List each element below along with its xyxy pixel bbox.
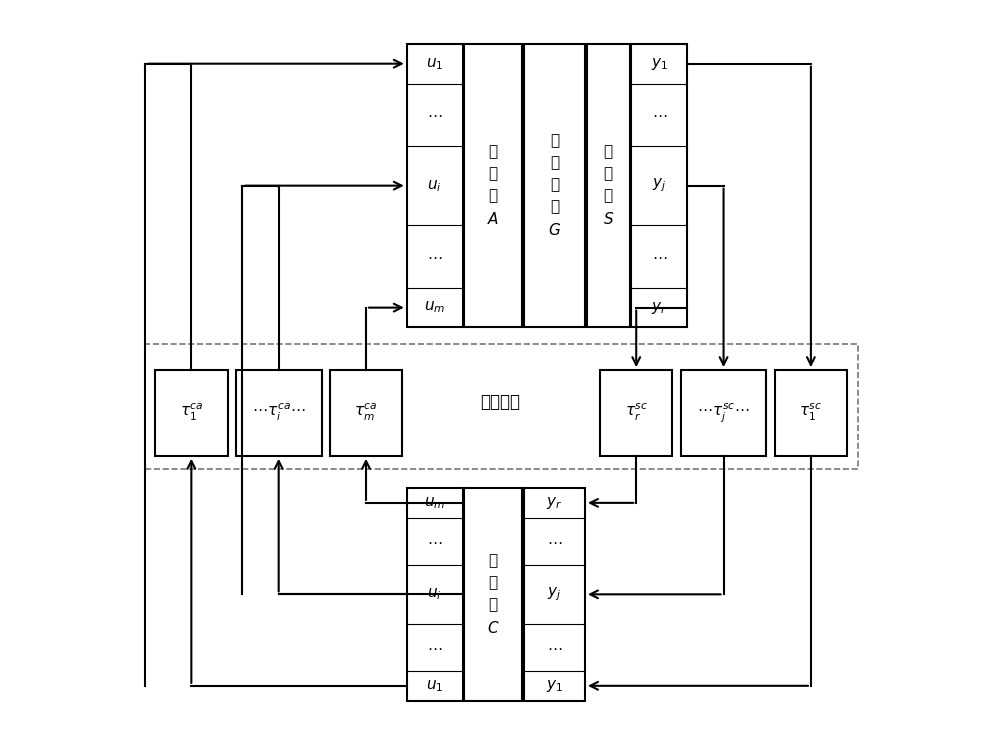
Text: $\tau_m^{ca}$: $\tau_m^{ca}$	[354, 402, 378, 423]
Bar	[524, 488, 585, 701]
Bar	[407, 44, 463, 327]
Bar	[524, 44, 585, 327]
Bar	[236, 370, 322, 456]
Bar	[407, 488, 463, 701]
Text: $u_m$: $u_m$	[424, 300, 445, 316]
Text: $\cdots$: $\cdots$	[427, 640, 442, 655]
Bar	[775, 370, 847, 456]
Text: $\cdots$: $\cdots$	[652, 249, 667, 264]
Text: $u_i$: $u_i$	[427, 587, 442, 602]
Text: 执
行
器
$A$: 执 行 器 $A$	[487, 144, 499, 227]
Bar	[464, 44, 522, 327]
Text: $y_j$: $y_j$	[547, 586, 562, 603]
Text: $\cdots$: $\cdots$	[427, 108, 442, 123]
Text: $\cdots\tau_i^{ca}\cdots$: $\cdots\tau_i^{ca}\cdots$	[252, 402, 305, 423]
Text: $u_i$: $u_i$	[427, 177, 442, 193]
Text: $\cdots$: $\cdots$	[652, 108, 667, 123]
Bar	[155, 370, 228, 456]
Text: $\cdots$: $\cdots$	[427, 249, 442, 264]
Text: $\cdots$: $\cdots$	[547, 640, 562, 655]
Text: 被
控
对
象
$G$: 被 控 对 象 $G$	[548, 133, 561, 238]
Bar	[145, 344, 858, 469]
Bar	[681, 370, 766, 456]
Text: $y_r$: $y_r$	[651, 299, 668, 316]
Text: $y_j$: $y_j$	[652, 177, 667, 195]
Text: $\tau_r^{sc}$: $\tau_r^{sc}$	[625, 402, 648, 423]
Text: $\cdots\tau_j^{sc}\cdots$: $\cdots\tau_j^{sc}\cdots$	[697, 402, 750, 424]
Bar	[600, 370, 672, 456]
Text: 控
制
器
$C$: 控 制 器 $C$	[487, 553, 500, 636]
Text: $y_1$: $y_1$	[546, 678, 563, 694]
Text: $\cdots$: $\cdots$	[427, 534, 442, 549]
Bar	[330, 370, 402, 456]
Text: $\tau_1^{ca}$: $\tau_1^{ca}$	[180, 402, 203, 423]
Bar	[464, 488, 522, 701]
Text: $\cdots$: $\cdots$	[547, 534, 562, 549]
Bar	[631, 44, 687, 327]
Bar	[587, 44, 630, 327]
Text: 通信网络: 通信网络	[480, 393, 520, 411]
Text: $u_1$: $u_1$	[426, 56, 443, 71]
Text: $y_1$: $y_1$	[651, 56, 668, 71]
Text: 传
感
器
$S$: 传 感 器 $S$	[603, 144, 614, 227]
Text: $y_r$: $y_r$	[546, 495, 563, 511]
Text: $u_m$: $u_m$	[424, 495, 445, 511]
Text: $u_1$: $u_1$	[426, 678, 443, 693]
Text: $\tau_1^{sc}$: $\tau_1^{sc}$	[799, 402, 822, 423]
